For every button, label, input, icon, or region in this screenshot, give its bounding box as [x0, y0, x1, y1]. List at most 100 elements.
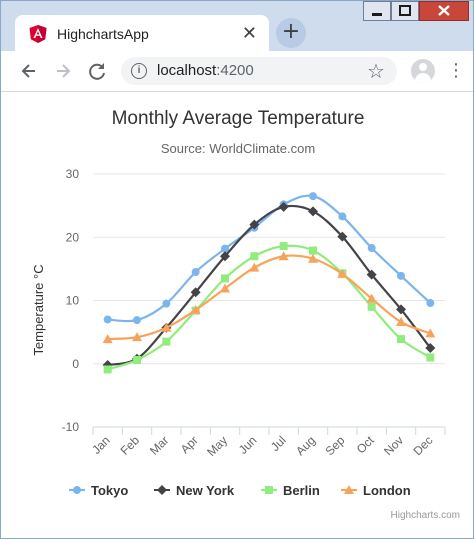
data-point-new-york[interactable]	[425, 342, 436, 353]
y-axis-ticks: -10 0 10 20 30	[62, 167, 80, 434]
y-tick-label: 10	[66, 294, 80, 308]
maximize-icon	[399, 5, 411, 16]
x-tick-label: Mar	[147, 433, 172, 458]
address-bar[interactable]: i localhost:4200 ☆	[121, 57, 397, 85]
close-icon[interactable]: ✕	[241, 23, 257, 44]
legend-item-new-york[interactable]: New York	[154, 483, 235, 498]
data-point-new-york[interactable]	[308, 206, 318, 217]
legend-symbol[interactable]	[73, 486, 81, 494]
data-point-london[interactable]	[278, 251, 289, 261]
data-point-tokyo[interactable]	[103, 315, 112, 324]
data-point-tokyo[interactable]	[426, 299, 435, 308]
data-point-tokyo[interactable]	[309, 192, 317, 201]
legend-symbol[interactable]	[344, 485, 354, 494]
legend: Tokyo New York Berlin London	[69, 483, 411, 498]
data-point-tokyo[interactable]	[221, 244, 229, 253]
data-point-tokyo[interactable]	[397, 271, 405, 280]
data-point-tokyo[interactable]	[133, 316, 141, 325]
grid-lines	[93, 173, 445, 428]
x-tick-label: Dec	[410, 433, 435, 458]
data-point-london[interactable]	[425, 328, 436, 338]
x-tick-label: Nov	[381, 433, 406, 458]
window-close-icon	[438, 5, 450, 16]
title-bar: HighchartsApp ✕ +	[1, 1, 473, 53]
x-tick-label: Jul	[268, 433, 289, 454]
data-point-berlin[interactable]	[162, 337, 171, 346]
url-host: localhost	[157, 62, 217, 79]
x-tick-label: Feb	[118, 433, 143, 458]
data-point-london[interactable]	[337, 268, 348, 278]
data-point-new-york[interactable]	[249, 219, 260, 230]
data-point-tokyo[interactable]	[162, 299, 171, 308]
data-point-berlin[interactable]	[309, 246, 317, 255]
forward-icon[interactable]	[49, 57, 77, 85]
data-point-tokyo[interactable]	[338, 212, 347, 221]
series-london	[102, 251, 436, 344]
y-tick-label: 20	[66, 230, 80, 244]
profile-icon[interactable]	[411, 59, 435, 83]
data-point-london[interactable]	[161, 322, 172, 332]
data-point-new-york[interactable]	[220, 251, 230, 262]
angular-logo-icon	[29, 25, 47, 43]
x-tick-label: May	[204, 433, 230, 459]
legend-symbol[interactable]	[265, 486, 273, 494]
data-point-london[interactable]	[308, 253, 318, 263]
info-icon[interactable]: i	[131, 63, 147, 79]
legend-label: Tokyo	[91, 483, 128, 498]
legend-item-tokyo[interactable]: Tokyo	[69, 483, 128, 498]
data-point-tokyo[interactable]	[367, 244, 376, 253]
window-close-button[interactable]	[419, 1, 469, 21]
data-point-berlin[interactable]	[133, 355, 141, 364]
menu-icon[interactable]: ⋮	[447, 60, 465, 81]
data-point-london[interactable]	[132, 332, 142, 342]
page-content: Monthly Average Temperature Source: Worl…	[1, 92, 473, 538]
series-line-london[interactable]	[107, 254, 431, 341]
url-port: :4200	[216, 62, 254, 79]
data-point-berlin[interactable]	[426, 353, 435, 362]
chart-subtitle: Source: WorldClimate.com	[161, 141, 315, 156]
data-point-new-york[interactable]	[366, 269, 377, 280]
legend-item-london[interactable]: London	[341, 483, 411, 498]
data-point-berlin[interactable]	[221, 274, 229, 283]
data-point-new-york[interactable]	[337, 231, 348, 242]
legend-label: Berlin	[283, 483, 320, 498]
data-point-london[interactable]	[396, 317, 406, 327]
y-tick-label: -10	[62, 420, 80, 434]
data-point-new-york[interactable]	[396, 304, 406, 315]
data-point-new-york[interactable]	[278, 201, 289, 212]
series-line-new-york[interactable]	[107, 204, 432, 367]
back-icon[interactable]	[15, 57, 43, 85]
data-point-london[interactable]	[102, 334, 113, 344]
x-tick-label: Jan	[89, 433, 113, 457]
x-tick-label: Oct	[354, 433, 378, 457]
maximize-button[interactable]	[391, 1, 419, 21]
plus-icon[interactable]: +	[276, 18, 306, 48]
legend-label: London	[363, 483, 411, 498]
data-point-berlin[interactable]	[279, 242, 288, 251]
x-tick-label: Sep	[322, 433, 347, 458]
data-point-tokyo[interactable]	[191, 268, 200, 277]
x-axis-ticks: Jan Feb Mar Apr May Jun Jul Aug Sep Oct Nov Dec	[89, 426, 446, 459]
data-point-london[interactable]	[249, 262, 260, 272]
temperature-chart: Monthly Average Temperature Source: Worl…	[31, 108, 460, 521]
star-icon[interactable]: ☆	[367, 59, 385, 83]
data-point-berlin[interactable]	[250, 252, 259, 261]
data-point-new-york[interactable]	[190, 287, 201, 298]
data-point-berlin[interactable]	[397, 335, 405, 344]
browser-tab[interactable]: HighchartsApp ✕	[15, 15, 269, 53]
y-tick-label: 30	[66, 167, 80, 181]
legend-label: New York	[176, 483, 235, 498]
data-point-london[interactable]	[220, 283, 230, 293]
x-tick-label: Jun	[236, 433, 260, 457]
data-point-berlin[interactable]	[367, 302, 376, 311]
credits-text[interactable]: Highcharts.com	[391, 510, 460, 521]
minimize-button[interactable]	[363, 1, 391, 21]
reload-icon[interactable]	[83, 57, 111, 85]
data-point-london[interactable]	[190, 304, 201, 314]
data-point-london[interactable]	[366, 293, 377, 303]
series-new-york	[102, 201, 436, 371]
legend-item-berlin[interactable]: Berlin	[261, 483, 320, 498]
data-point-berlin[interactable]	[103, 365, 112, 374]
legend-symbol[interactable]	[157, 485, 167, 495]
